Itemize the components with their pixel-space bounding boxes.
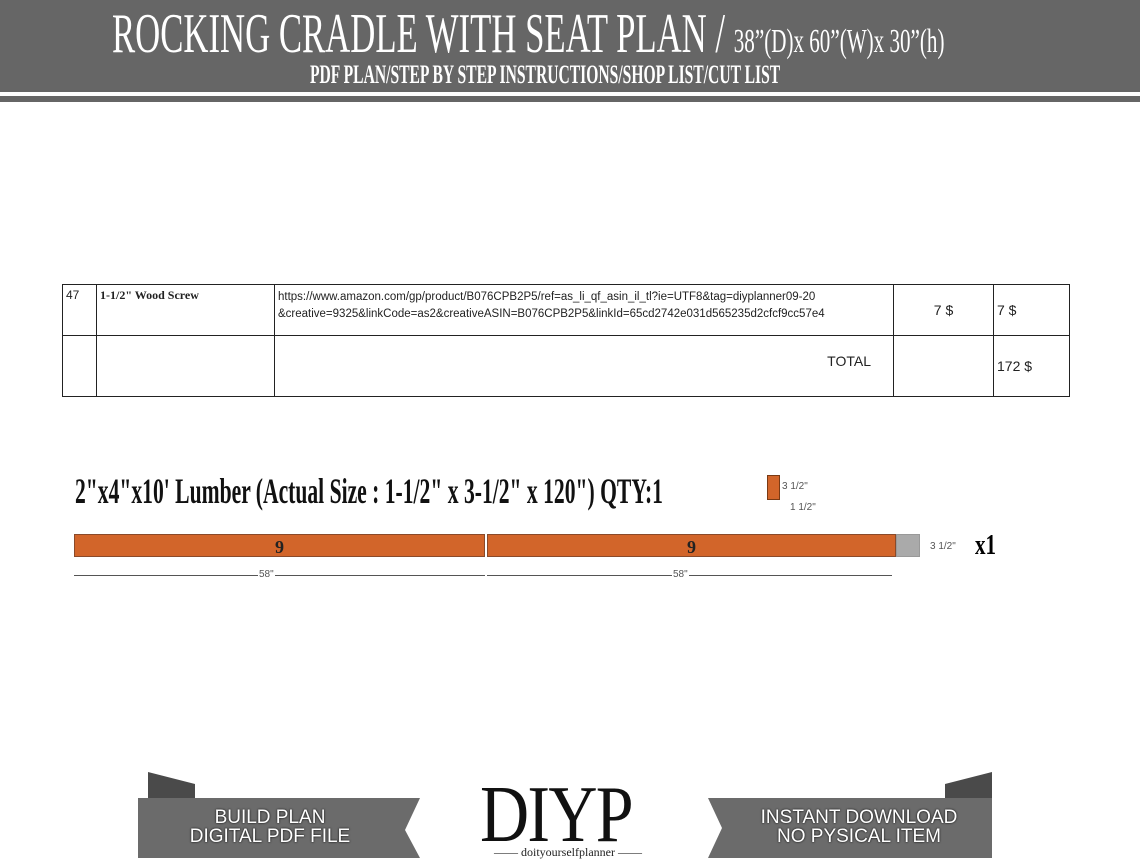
total-value: 172 $ <box>993 335 1070 397</box>
plan-title: ROCKING CRADLE WITH SEAT PLAN / 38”(D)x … <box>112 3 945 65</box>
diyp-logo: DIYP <box>480 771 634 859</box>
instant-download-banner: INSTANT DOWNLOAD NO PYSICAL ITEM <box>726 798 992 858</box>
ribbon-folds <box>148 772 992 858</box>
logo-tagline: —— doityourselfplanner —— <box>494 845 642 859</box>
table-row: 47 1-1/2" Wood Screw https://www.amazon.… <box>62 284 1070 336</box>
item-name: 1-1/2" Wood Screw <box>96 284 275 336</box>
item-number: 47 <box>62 284 97 336</box>
board-multiplier: x1 <box>975 530 996 561</box>
dimension-label: 58" <box>258 569 275 580</box>
plan-subtitle: PDF PLAN/STEP BY STEP INSTRUCTIONS/SHOP … <box>310 60 781 89</box>
dimension-line <box>74 575 485 576</box>
waste-segment <box>896 534 920 557</box>
board-height-label: 3 1/2" <box>930 541 956 552</box>
cross-section-icon <box>767 475 780 500</box>
build-plan-banner: BUILD PLAN DIGITAL PDF FILE <box>138 798 402 858</box>
cut-piece: 9 <box>487 534 896 557</box>
header-banner: ROCKING CRADLE WITH SEAT PLAN / 38”(D)x … <box>0 0 1140 92</box>
item-link-line2[interactable]: &creative=9325&linkCode=as2&creativeASIN… <box>278 308 825 320</box>
item-total: 7 $ <box>993 284 1070 336</box>
cross-section-height: 3 1/2" <box>782 481 808 492</box>
dimension-label: 58" <box>672 569 689 580</box>
total-row: TOTAL 172 $ <box>62 335 1070 397</box>
cut-piece: 9 <box>74 534 485 557</box>
lumber-title: 2"x4"x10' Lumber (Actual Size : 1-1/2" x… <box>75 471 663 511</box>
item-link[interactable]: https://www.amazon.com/gp/product/B076CP… <box>274 284 894 336</box>
item-link-line1[interactable]: https://www.amazon.com/gp/product/B076CP… <box>278 291 816 303</box>
item-price: 7 $ <box>893 284 994 336</box>
shop-list-table: 47 1-1/2" Wood Screw https://www.amazon.… <box>62 284 1070 397</box>
dimension-line <box>487 575 892 576</box>
plan-dimensions: 38”(D)x 60”(W)x 30”(h) <box>733 23 945 60</box>
header-divider <box>0 96 1140 102</box>
total-label: TOTAL <box>274 335 894 397</box>
cross-section-width: 1 1/2" <box>790 502 816 513</box>
